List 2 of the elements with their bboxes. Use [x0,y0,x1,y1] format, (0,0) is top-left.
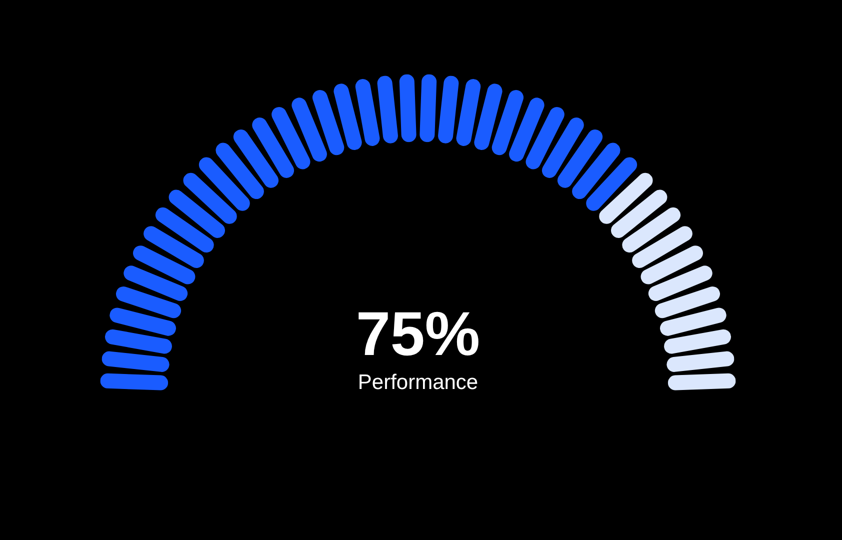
slice-label: Performance [358,371,478,394]
data-label: 75% [356,300,480,369]
